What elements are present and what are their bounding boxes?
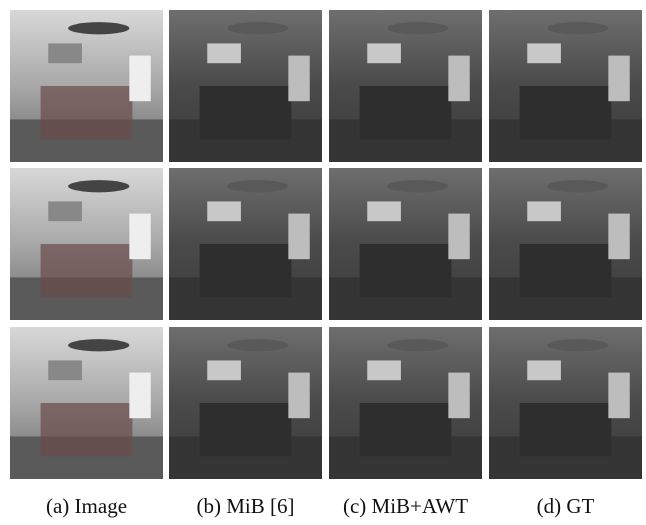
light-region (448, 56, 469, 102)
ceiling-object (68, 339, 129, 351)
light-region (288, 373, 309, 419)
image-panel (489, 168, 642, 320)
light-region (207, 360, 241, 380)
ceiling-object (68, 180, 129, 192)
image-panel (329, 10, 482, 162)
light-region (608, 214, 629, 260)
ceiling-object (387, 22, 448, 34)
image-panel (169, 168, 322, 320)
light-region (527, 360, 561, 380)
image-panel (329, 168, 482, 320)
furniture-region (41, 86, 133, 139)
light-region (129, 56, 150, 102)
ceiling-object (227, 180, 288, 192)
image-panel (169, 10, 322, 162)
image-panel (489, 10, 642, 162)
captions: (a) Image (b) MiB [6] (c) MiB+AWT (d) GT (46, 494, 595, 518)
light-region (207, 201, 241, 221)
light-region (448, 373, 469, 419)
ceiling-object (227, 22, 288, 34)
furniture-region (41, 403, 133, 456)
caption: (a) Image (46, 494, 127, 518)
light-region (129, 214, 150, 260)
furniture-region (200, 86, 292, 139)
light-region (48, 201, 82, 221)
light-region (129, 373, 150, 419)
light-region (448, 214, 469, 260)
ceiling-object (68, 22, 129, 34)
furniture-region (520, 244, 612, 297)
furniture-region (360, 403, 452, 456)
image-panel (10, 327, 163, 479)
light-region (48, 43, 82, 63)
furniture-region (200, 403, 292, 456)
caption: (d) GT (537, 494, 595, 518)
light-region (48, 360, 82, 380)
furniture-region (360, 244, 452, 297)
image-panel (169, 327, 322, 479)
light-region (608, 373, 629, 419)
ceiling-object (547, 22, 608, 34)
ceiling-object (387, 180, 448, 192)
image-panel (10, 10, 163, 162)
light-region (367, 43, 401, 63)
furniture-region (520, 86, 612, 139)
page: (a) Image(b) MiB [6](c) MiB+AWT(d) GT ((… (0, 0, 646, 525)
light-region (207, 43, 241, 63)
caption: (b) MiB [6] (197, 494, 295, 518)
light-region (367, 360, 401, 380)
light-region (608, 56, 629, 102)
image-panel (489, 327, 642, 479)
figure: (a) Image (b) MiB [6] (c) MiB+AWT (d) GT (0, 0, 646, 525)
furniture-region (200, 244, 292, 297)
image-panel (10, 168, 163, 320)
furniture-region (520, 403, 612, 456)
light-region (288, 214, 309, 260)
light-region (527, 201, 561, 221)
ceiling-object (387, 339, 448, 351)
ceiling-object (547, 180, 608, 192)
image-panel (329, 327, 482, 479)
light-region (527, 43, 561, 63)
light-region (288, 56, 309, 102)
furniture-region (360, 86, 452, 139)
furniture-region (41, 244, 133, 297)
ceiling-object (547, 339, 608, 351)
ceiling-object (227, 339, 288, 351)
light-region (367, 201, 401, 221)
caption: (c) MiB+AWT (343, 494, 468, 518)
image-grid (10, 10, 642, 479)
